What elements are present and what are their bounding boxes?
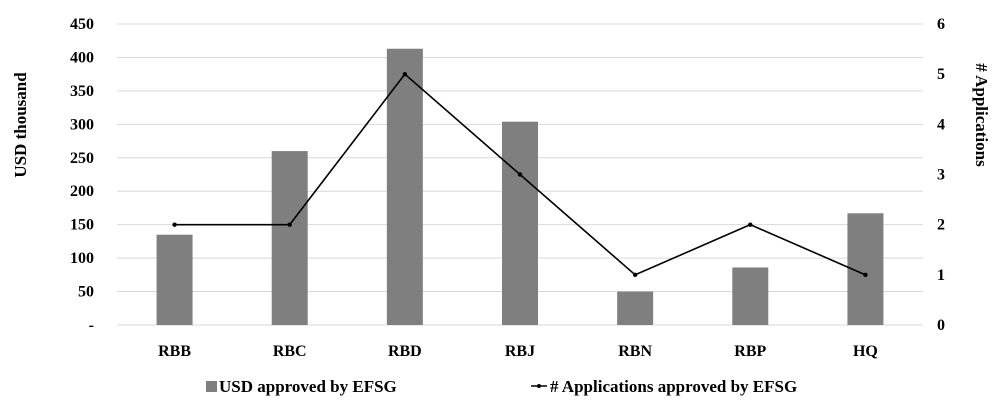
bar <box>386 48 423 325</box>
y2-tick-label: 3 <box>937 167 945 184</box>
bar <box>156 234 193 325</box>
y-tick-label: 200 <box>70 183 94 200</box>
y2-tick-label: 1 <box>937 267 945 284</box>
y-tick-label: 450 <box>70 16 94 33</box>
y-tick-label: 300 <box>70 116 94 133</box>
y-tick-label: - <box>89 317 94 334</box>
y-tick-label: 400 <box>70 49 94 66</box>
line-point <box>863 272 868 278</box>
bar <box>617 291 654 325</box>
left-axis-ticks: - 50 100 150 200 250 300 350 400 450 <box>70 16 94 334</box>
y2-tick-label: 4 <box>937 116 945 133</box>
y-tick-label: 350 <box>70 83 94 100</box>
legend-label-applications: # Applications approved by EFSG <box>550 377 797 396</box>
bar <box>502 121 538 325</box>
line-series <box>172 71 868 278</box>
y-tick-label: 250 <box>70 150 94 167</box>
x-tick-label: HQ <box>853 343 878 360</box>
right-axis-ticks: 0 1 2 3 4 5 6 <box>937 16 945 334</box>
x-tick-label: RBN <box>618 343 652 360</box>
legend-swatch-applications-marker <box>537 384 541 388</box>
line-point <box>632 272 638 278</box>
x-axis-ticks: RBB RBC RBD RBJ RBN RBP HQ <box>158 343 878 360</box>
bar <box>271 151 308 325</box>
bar-series <box>156 48 884 325</box>
y-tick-label: 100 <box>70 250 94 267</box>
y-tick-label: 50 <box>78 284 94 301</box>
legend-label-usd: USD approved by EFSG <box>219 377 397 396</box>
x-tick-label: RBJ <box>505 343 535 360</box>
y2-tick-label: 0 <box>937 317 945 334</box>
right-axis-title: # Applications <box>972 63 991 167</box>
x-tick-label: RBD <box>388 343 422 360</box>
y2-tick-label: 6 <box>937 16 945 33</box>
y2-tick-label: 5 <box>937 66 945 83</box>
left-axis-title: USD thousand <box>11 72 30 178</box>
x-tick-label: RBP <box>734 343 766 360</box>
y-tick-label: 150 <box>70 217 94 234</box>
line-point <box>402 71 408 77</box>
line-point <box>748 222 753 227</box>
line-point <box>517 172 523 177</box>
legend: USD approved by EFSG # Applications appr… <box>206 377 797 396</box>
x-tick-label: RBC <box>273 343 307 360</box>
legend-swatch-usd <box>206 381 217 392</box>
x-tick-label: RBB <box>158 343 191 360</box>
line-point <box>172 222 177 227</box>
bar <box>732 267 769 325</box>
line-point <box>287 222 292 227</box>
y2-tick-label: 2 <box>937 217 945 234</box>
